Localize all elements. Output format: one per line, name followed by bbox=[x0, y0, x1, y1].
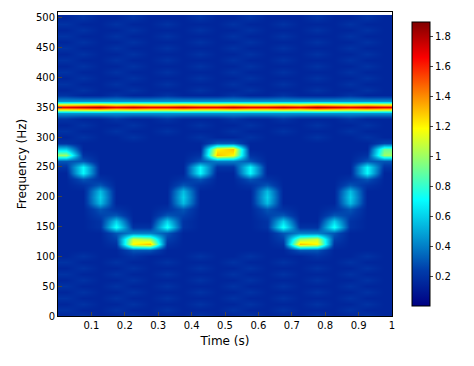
svg-text:0.2: 0.2 bbox=[435, 271, 451, 282]
svg-text:1.8: 1.8 bbox=[435, 31, 451, 42]
svg-text:0.8: 0.8 bbox=[435, 181, 451, 192]
svg-text:Frequency (Hz): Frequency (Hz) bbox=[15, 119, 29, 210]
svg-text:1: 1 bbox=[389, 320, 395, 331]
svg-text:0.7: 0.7 bbox=[284, 320, 300, 331]
svg-text:150: 150 bbox=[36, 221, 55, 232]
svg-text:1.2: 1.2 bbox=[435, 121, 451, 132]
svg-text:350: 350 bbox=[36, 102, 55, 113]
svg-text:200: 200 bbox=[36, 191, 55, 202]
svg-text:1.4: 1.4 bbox=[435, 91, 451, 102]
svg-text:Time (s): Time (s) bbox=[200, 334, 250, 348]
svg-text:0.4: 0.4 bbox=[435, 241, 451, 252]
svg-text:0: 0 bbox=[49, 311, 55, 322]
svg-text:250: 250 bbox=[36, 161, 55, 172]
svg-text:0.3: 0.3 bbox=[150, 320, 166, 331]
svg-text:100: 100 bbox=[36, 251, 55, 262]
svg-text:0.6: 0.6 bbox=[250, 320, 266, 331]
svg-text:300: 300 bbox=[36, 132, 55, 143]
svg-text:0.8: 0.8 bbox=[317, 320, 333, 331]
svg-text:0.1: 0.1 bbox=[83, 320, 99, 331]
svg-text:1.6: 1.6 bbox=[435, 61, 451, 72]
svg-text:0.2: 0.2 bbox=[117, 320, 133, 331]
svg-text:500: 500 bbox=[36, 12, 55, 23]
svg-text:400: 400 bbox=[36, 72, 55, 83]
svg-text:50: 50 bbox=[42, 281, 55, 292]
svg-text:1: 1 bbox=[435, 151, 441, 162]
svg-text:450: 450 bbox=[36, 42, 55, 53]
svg-text:0.5: 0.5 bbox=[217, 320, 233, 331]
svg-text:0.6: 0.6 bbox=[435, 211, 451, 222]
svg-text:0.9: 0.9 bbox=[351, 320, 367, 331]
svg-text:0.4: 0.4 bbox=[184, 320, 200, 331]
